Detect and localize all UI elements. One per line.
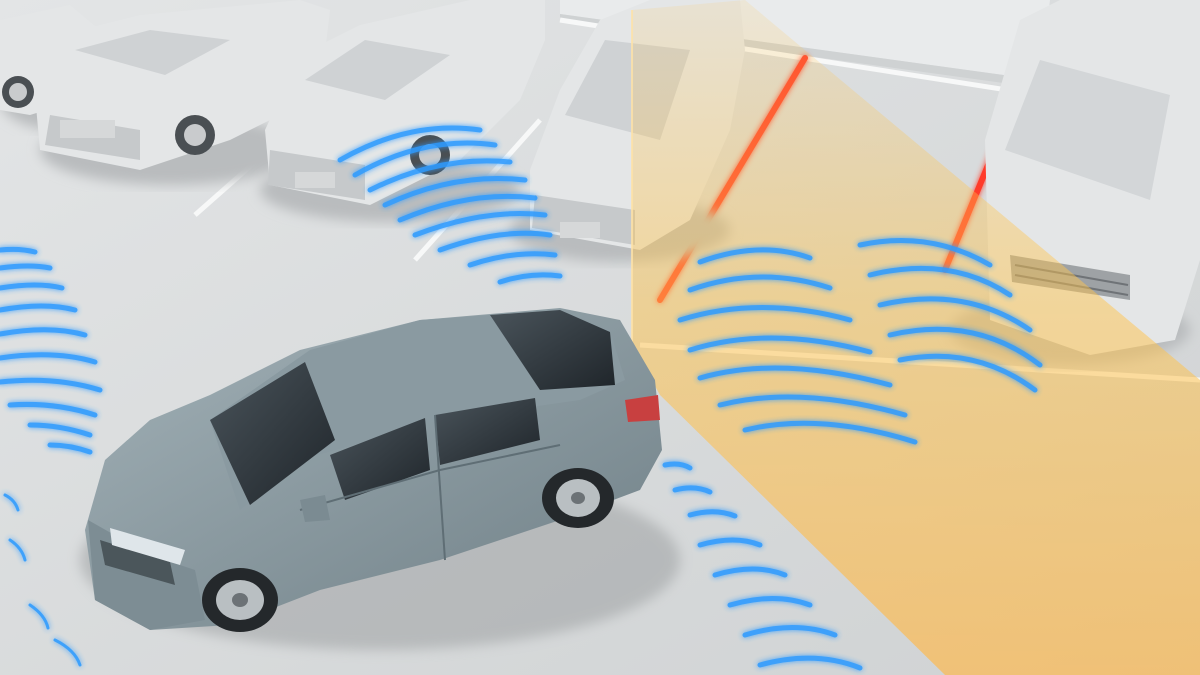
sensor-waves-rear — [662, 461, 863, 671]
sensor-waves-front-parked — [337, 125, 563, 285]
sensor-waves-side — [677, 238, 1043, 445]
parked-car-3 — [260, 0, 545, 222]
detection-zone-icon — [632, 0, 1200, 675]
front-wheel — [202, 568, 278, 632]
sensor-waves-left — [0, 246, 103, 667]
sensor-wave-icon — [0, 125, 1043, 671]
subject-car — [80, 308, 680, 650]
rear-wheel — [542, 468, 614, 528]
parked-car-2 — [35, 0, 330, 185]
